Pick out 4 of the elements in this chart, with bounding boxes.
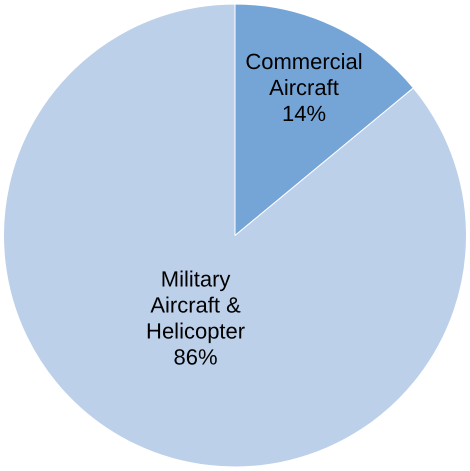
slice-label: Military Aircraft & Helicopter bbox=[146, 266, 246, 344]
slice-label: Commercial Aircraft bbox=[245, 48, 363, 100]
data-label: 86% bbox=[174, 344, 218, 370]
data-label: 14% bbox=[282, 100, 326, 126]
